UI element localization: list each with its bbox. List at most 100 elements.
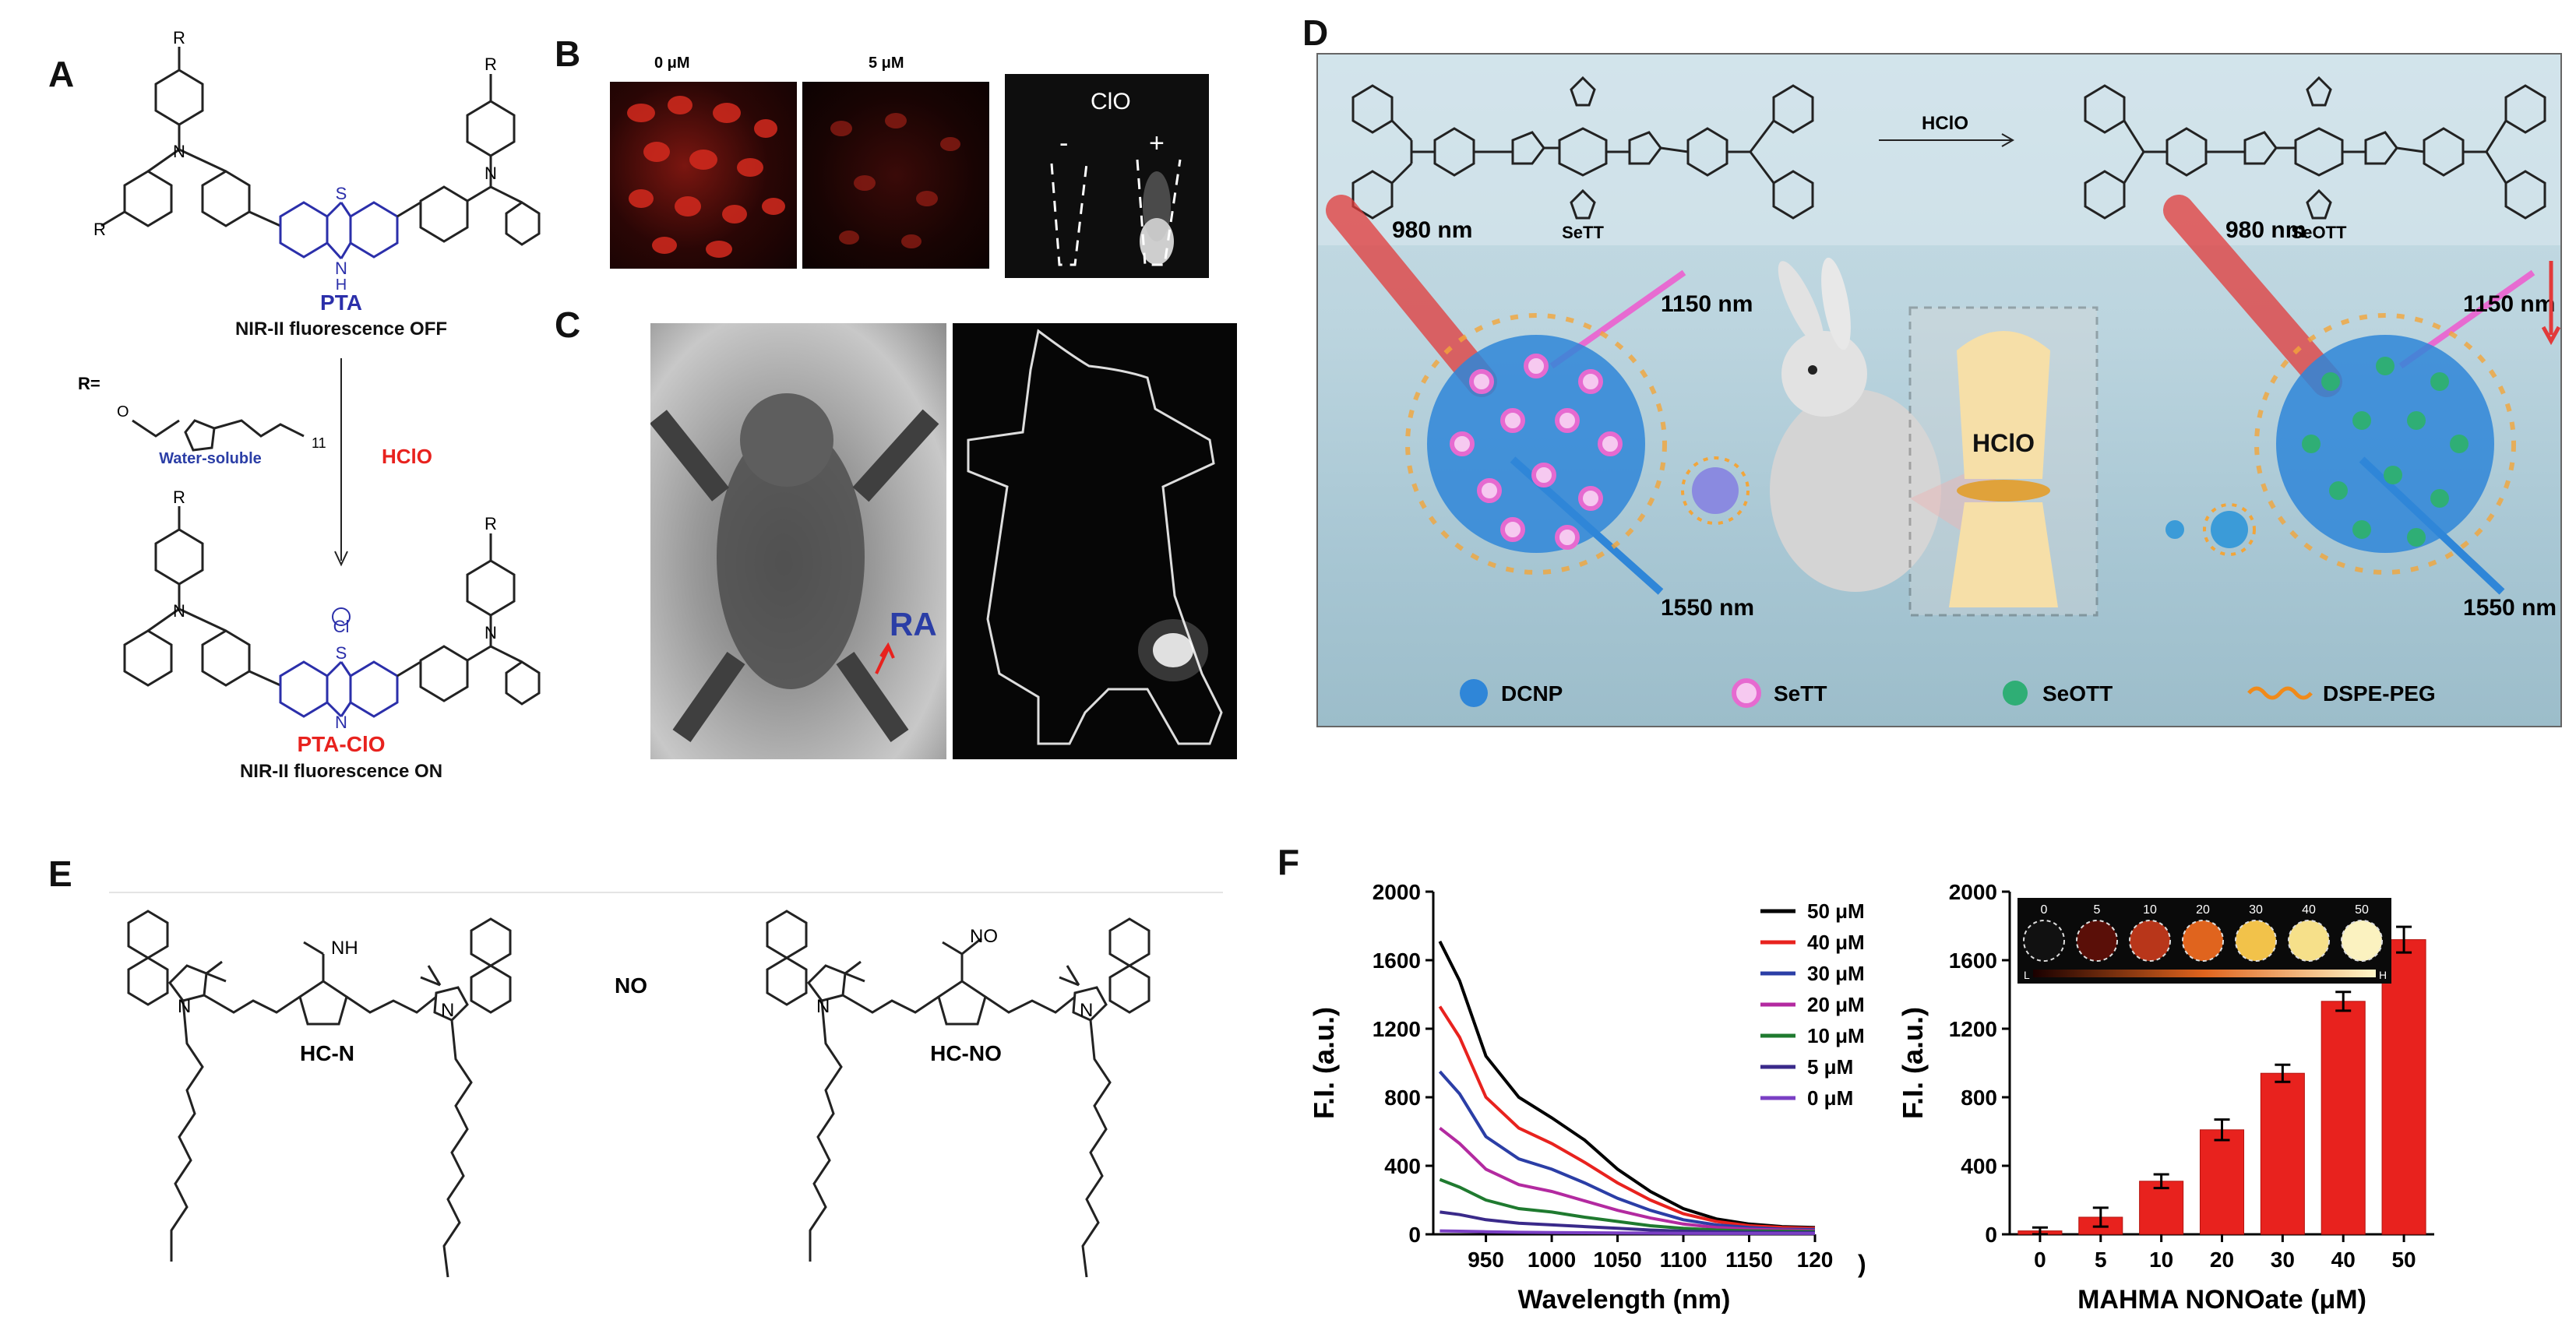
legend-label-4: 10 μM: [1807, 1024, 1865, 1047]
panel-e-label: E: [48, 854, 72, 894]
atom-n-2: N: [485, 164, 497, 183]
laser-980-left: 980 nm: [1392, 217, 1472, 243]
line-xtick-label: 1050: [1593, 1248, 1641, 1272]
cell-image-5um: [802, 82, 989, 269]
bar-ytick-label: 0: [1985, 1223, 1997, 1247]
conc-5-label: 5 μM: [869, 55, 904, 72]
bar-ytick-label: 1200: [1949, 1017, 1997, 1041]
cell-spots-0um: [627, 96, 785, 258]
atom-r-1: R: [173, 28, 185, 48]
bar-30: [2260, 1072, 2305, 1235]
line-ylabel: F.I. (a.u.): [1308, 1007, 1340, 1119]
atom-n-left-2: N: [816, 996, 830, 1017]
line-xtick-label: 120: [1797, 1248, 1834, 1272]
sett-name: SeTT: [1562, 223, 1604, 242]
emit-1550-left: 1550 nm: [1661, 595, 1754, 621]
stray-paren: ): [1858, 1250, 1866, 1278]
inset-colorbar: [2033, 970, 2376, 977]
laser-980-right: 980 nm: [2225, 217, 2306, 243]
bar-xtick-label: 10: [2149, 1248, 2173, 1272]
bar-xtick-label: 30: [2271, 1248, 2295, 1272]
atom-nh: NH: [331, 938, 358, 959]
atom-n-right: N: [441, 1000, 454, 1021]
d-legend: DCNP SeTT SeOTT DSPE-PEG: [1460, 678, 2436, 708]
atom-n-6: N: [335, 713, 347, 732]
inset-well-40: [2288, 920, 2330, 962]
atom-n-left: N: [178, 996, 191, 1017]
hclo-reagent-a: HClO: [382, 445, 432, 468]
legend-label-6: 0 μM: [1807, 1086, 1853, 1110]
pta-name: PTA: [320, 290, 362, 315]
line-xtick-label: 950: [1468, 1248, 1504, 1272]
inset-label-30: 30: [2249, 903, 2263, 917]
ring-b5: [349, 660, 399, 718]
inset-well-0: [2023, 920, 2065, 962]
bar-10: [2139, 1181, 2184, 1235]
inset-well-10: [2129, 920, 2171, 962]
line-xtick-label: 1100: [1660, 1248, 1707, 1272]
inset-scale-low: L: [2024, 969, 2030, 981]
legend-label-1: 40 μM: [1807, 931, 1865, 954]
bar-xtick-label: 0: [2034, 1248, 2046, 1272]
panel-a-structures: R R R N N S N H PTA NIR-II fluorescence …: [78, 28, 541, 782]
panel-f-label: F: [1277, 842, 1300, 882]
legend-label-2: 30 μM: [1807, 962, 1865, 985]
panel-e-structures: NH N N HC-N NO NO N N HC-NO: [127, 910, 1151, 1278]
cell-image-0um: [610, 82, 797, 269]
inset-well-20: [2182, 920, 2224, 962]
emit-1150-right: 1150 nm: [2463, 291, 2555, 317]
ring-a7: [466, 100, 516, 157]
mouse-body-figure: [650, 393, 939, 743]
bar-ytick-label: 1600: [1949, 949, 1997, 973]
ring-a4: [279, 201, 329, 259]
emit-1150-left: 1150 nm: [1661, 291, 1753, 317]
atom-r-5: R: [485, 514, 497, 533]
panel-b-label: B: [555, 33, 581, 74]
atom-n-5: N: [485, 623, 497, 642]
atom-no: NO: [970, 926, 998, 947]
mouse-photo: [650, 323, 946, 759]
clo-tube-figure: ClO - +: [1050, 89, 1182, 266]
line-ytick-label: 2000: [1373, 880, 1421, 904]
legend-label-3: 20 μM: [1807, 993, 1865, 1016]
bar-ytick-label: 800: [1961, 1086, 1997, 1110]
bar-xtick-label: 5: [2095, 1248, 2107, 1272]
inset-well-5: [2076, 920, 2118, 962]
line-ytick-label: 1200: [1373, 1017, 1421, 1041]
atom-n-right-2: N: [1080, 1000, 1093, 1021]
r-equals: R=: [78, 374, 100, 393]
line-xtick-label: 1000: [1528, 1248, 1576, 1272]
legend-label-0: 50 μM: [1807, 899, 1865, 923]
line-ytick-label: 1600: [1373, 949, 1421, 973]
inset-well-50: [2341, 920, 2383, 962]
line-series-2: [1438, 1070, 1816, 1231]
line-series-1: [1438, 1005, 1816, 1230]
minus-sign: -: [1059, 128, 1068, 158]
ring-b7: [466, 559, 516, 617]
bar-xlabel: MAHMA NONOate (μM): [2077, 1285, 2366, 1315]
no-reagent: NO: [615, 973, 647, 998]
inset-label-20: 20: [2196, 903, 2210, 917]
plus-sign: +: [1149, 128, 1165, 158]
seott-name: SeOTT: [2292, 223, 2347, 242]
ring-b2: [123, 629, 173, 687]
f-line-chart: 0 400 800 1200 1600 2000 950 1000 1050 1100 1150 12…: [1308, 880, 1865, 1315]
inset-label-40: 40: [2302, 903, 2316, 917]
clo-tube-image: ClO - +: [1005, 74, 1209, 278]
panel-e-rule: [109, 892, 1223, 893]
ring-b1: [154, 528, 204, 586]
water-soluble-label: Water-soluble: [159, 450, 262, 467]
ring-a6: [419, 185, 469, 243]
atom-r-2: R: [93, 220, 106, 239]
legend-dspe-peg: DSPE-PEG: [2323, 681, 2436, 706]
ring-a5: [349, 201, 399, 259]
bar-ytick-label: 400: [1961, 1154, 1997, 1178]
inset-label-0: 0: [2041, 903, 2048, 917]
line-ytick-label: 0: [1408, 1223, 1421, 1247]
emit-1550-right: 1550 nm: [2463, 595, 2557, 621]
line-xtick-label: 1150: [1725, 1248, 1773, 1272]
bar-20: [2199, 1129, 2245, 1235]
pta-state: NIR-II fluorescence OFF: [235, 319, 447, 340]
line-series-0: [1438, 940, 1816, 1230]
